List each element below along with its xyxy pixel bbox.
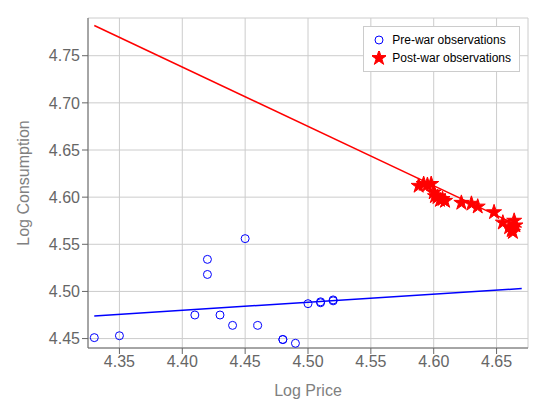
svg-text:4.35: 4.35 <box>104 353 135 370</box>
svg-text:4.50: 4.50 <box>292 353 323 370</box>
svg-text:4.60: 4.60 <box>418 353 449 370</box>
svg-text:4.45: 4.45 <box>230 353 261 370</box>
svg-text:4.60: 4.60 <box>49 189 80 206</box>
html-text:Pre-war observations: Pre-war observations <box>392 33 506 47</box>
svg-text:4.65: 4.65 <box>481 353 512 370</box>
svg-text:4.45: 4.45 <box>49 330 80 347</box>
html-text:Post-war observations: Post-war observations <box>392 51 511 65</box>
svg-text:4.65: 4.65 <box>49 142 80 159</box>
svg-text:Log Consumption: Log Consumption <box>15 120 32 245</box>
svg-text:4.40: 4.40 <box>167 353 198 370</box>
svg-text:4.75: 4.75 <box>49 47 80 64</box>
svg-text:4.50: 4.50 <box>49 283 80 300</box>
svg-text:4.70: 4.70 <box>49 95 80 112</box>
svg-text:4.55: 4.55 <box>355 353 386 370</box>
svg-text:Log Price: Log Price <box>274 382 342 399</box>
svg-text:4.55: 4.55 <box>49 236 80 253</box>
